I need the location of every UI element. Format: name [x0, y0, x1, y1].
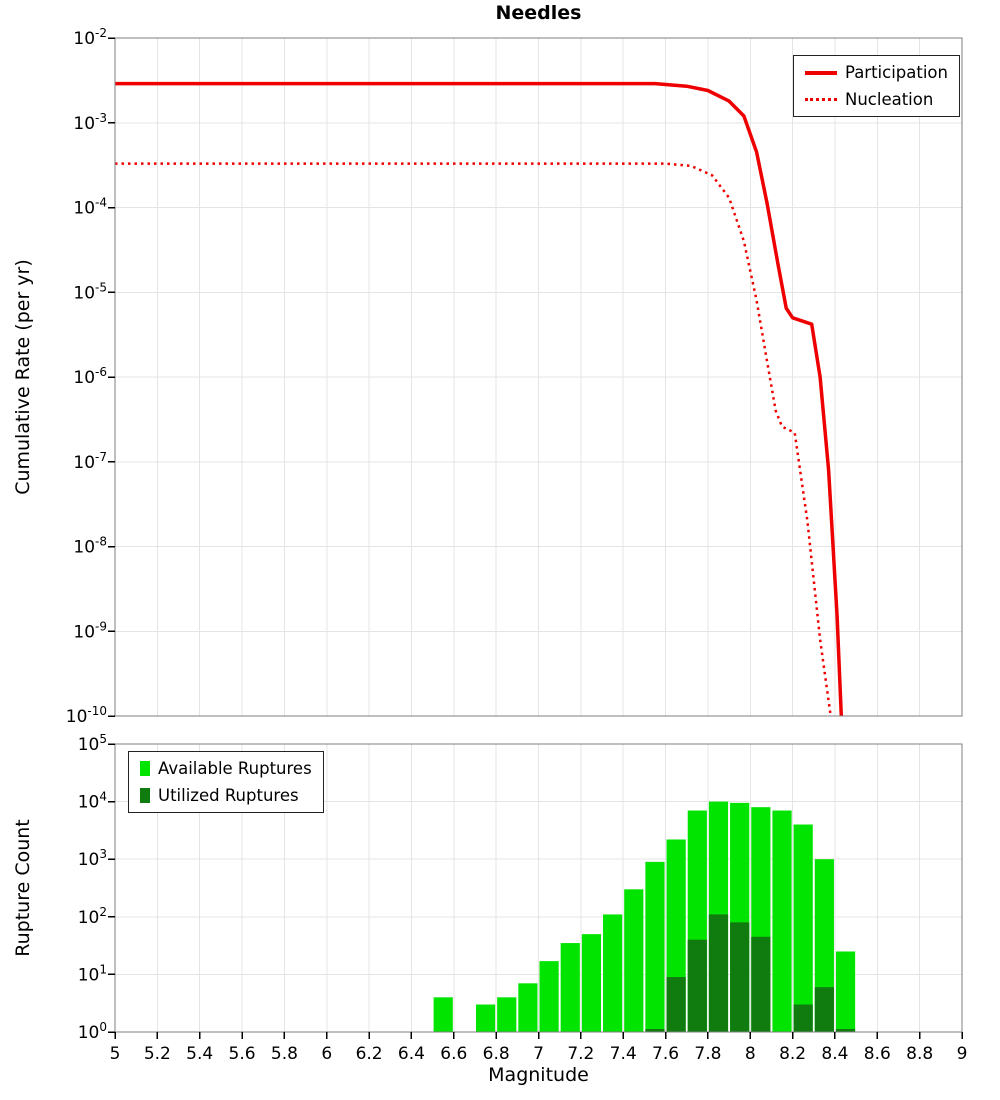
x-tick-label: 8.4 [821, 1044, 848, 1064]
y-tick-label: 10-2 [73, 26, 107, 49]
legend-row-available: Available Ruptures [140, 759, 312, 778]
available-bar [539, 961, 559, 1032]
utilized-ruptures-label: Utilized Ruptures [158, 786, 299, 805]
x-tick-label: 5.8 [271, 1044, 298, 1064]
rate-legend: Participation Nucleation [792, 55, 960, 117]
available-bar [518, 983, 538, 1032]
x-tick-label: 8.6 [864, 1044, 891, 1064]
y-tick-label: 10-3 [73, 111, 107, 134]
available-bar [497, 997, 517, 1032]
x-tick-label: 6.6 [440, 1044, 467, 1064]
x-tick-label: 6.8 [483, 1044, 510, 1064]
utilized-bar [751, 936, 771, 1032]
utilized-bar [708, 914, 729, 1032]
nucleation-label: Nucleation [844, 90, 934, 109]
x-tick-label: 6 [321, 1044, 332, 1064]
y-tick-label: 10-5 [73, 280, 107, 303]
nucleation-line [115, 162, 832, 717]
available-bar [772, 810, 792, 1032]
x-tick-label: 5.2 [144, 1044, 171, 1064]
nucleation-line-sample [804, 98, 837, 101]
available-bar [645, 861, 665, 1032]
legend-row-participation: Participation [804, 63, 948, 82]
utilized-bar [645, 1029, 665, 1032]
x-tick-label: 7.8 [694, 1044, 721, 1064]
legend-row-utilized: Utilized Ruptures [140, 786, 312, 805]
y-tick-label: 10-4 [73, 196, 107, 219]
available-bar [560, 943, 580, 1032]
y-tick-label: 101 [78, 962, 107, 985]
y-tick-label: 10-6 [73, 365, 107, 388]
rate-axis-label: Cumulative Rate (per yr) [12, 259, 34, 495]
x-tick-label: 8.2 [779, 1044, 806, 1064]
magnitude-axis-label: Magnitude [488, 1064, 589, 1086]
x-tick-label: 7.2 [567, 1044, 594, 1064]
x-tick-label: 6.2 [356, 1044, 383, 1064]
utilized-bar [793, 1004, 813, 1032]
y-tick-label: 100 [78, 1020, 107, 1043]
participation-line-sample [804, 70, 837, 75]
available-bar [581, 934, 602, 1032]
utilized-bar [730, 922, 750, 1032]
y-tick-label: 103 [78, 847, 107, 870]
x-tick-label: 5.6 [229, 1044, 256, 1064]
x-tick-label: 5.4 [186, 1044, 213, 1064]
x-tick-label: 8 [745, 1044, 756, 1064]
x-tick-label: 5 [110, 1044, 121, 1064]
y-tick-label: 10-9 [73, 619, 107, 642]
available-bar [603, 914, 623, 1032]
utilized-ruptures-swatch [140, 788, 150, 803]
y-tick-label: 10-7 [73, 450, 107, 473]
y-tick-label: 102 [78, 905, 107, 928]
x-tick-label: 8.8 [906, 1044, 933, 1064]
x-tick-label: 7.6 [652, 1044, 679, 1064]
y-tick-label: 104 [78, 790, 107, 813]
available-bar [624, 889, 644, 1032]
utilized-bar [666, 977, 686, 1032]
available-bar [433, 997, 453, 1032]
available-ruptures-label: Available Ruptures [158, 759, 312, 778]
available-bar [835, 951, 856, 1032]
x-tick-label: 7 [533, 1044, 544, 1064]
available-bar [793, 824, 813, 1032]
legend-row-nucleation: Nucleation [804, 90, 948, 109]
available-bar [475, 1004, 496, 1032]
x-tick-label: 9 [957, 1044, 968, 1064]
y-tick-label: 10-10 [66, 704, 107, 727]
utilized-bar [835, 1029, 856, 1032]
participation-label: Participation [844, 63, 948, 82]
x-tick-label: 6.4 [398, 1044, 425, 1064]
count-axis-label: Rupture Count [12, 819, 34, 957]
y-tick-label: 10-8 [73, 535, 107, 558]
available-ruptures-swatch [140, 761, 150, 776]
y-tick-label: 105 [78, 732, 107, 755]
participation-line [115, 81, 844, 717]
utilized-bar [687, 939, 707, 1032]
chart-title: Needles [495, 2, 582, 24]
count-legend: Available Ruptures Utilized Ruptures [128, 751, 324, 813]
x-tick-label: 7.4 [610, 1044, 637, 1064]
utilized-bar [814, 987, 834, 1032]
